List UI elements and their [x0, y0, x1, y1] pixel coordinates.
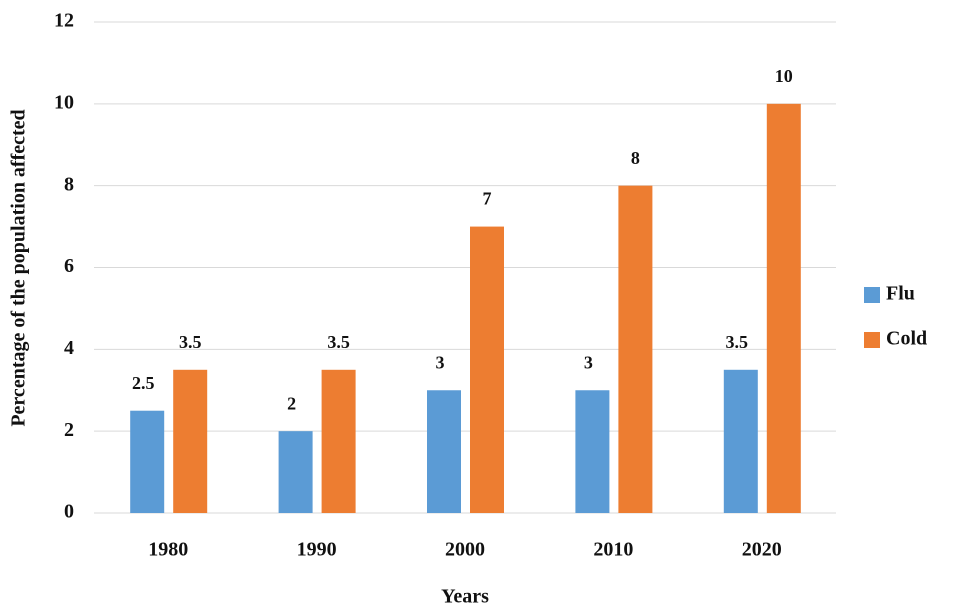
legend-swatch: [864, 332, 880, 348]
y-axis-label: Percentage of the population affected: [8, 109, 30, 426]
x-axis-label: Years: [441, 586, 489, 608]
y-tick-label: 0: [64, 501, 74, 523]
y-tick-label: 10: [54, 91, 74, 113]
data-label: 3: [584, 352, 593, 372]
data-label: 2.5: [132, 373, 155, 393]
x-tick-label: 1990: [297, 539, 337, 561]
x-tick-label: 2010: [593, 539, 633, 561]
x-tick-label: 2020: [742, 539, 782, 561]
data-label: 2: [287, 393, 296, 413]
data-label: 3.5: [327, 332, 350, 352]
bar: [767, 104, 801, 513]
data-label: 7: [483, 189, 492, 209]
bar: [427, 390, 461, 513]
data-label: 10: [775, 66, 793, 86]
y-tick-label: 6: [64, 255, 74, 277]
bar: [173, 370, 207, 513]
bar: [130, 411, 164, 513]
bar: [470, 227, 504, 513]
data-label: 3.5: [726, 332, 749, 352]
data-label: 3.5: [179, 332, 202, 352]
y-tick-label: 12: [54, 10, 74, 32]
x-tick-label: 2000: [445, 539, 485, 561]
legend-label: Flu: [886, 283, 915, 305]
bar: [279, 431, 313, 513]
data-label: 8: [631, 148, 640, 168]
x-tick-label: 1980: [148, 539, 188, 561]
bar: [618, 186, 652, 513]
data-label: 3: [436, 352, 445, 372]
y-tick-label: 4: [64, 337, 74, 359]
bar: [575, 390, 609, 513]
y-tick-label: 2: [64, 419, 74, 441]
chart: Years Percentage of the population affec…: [0, 0, 960, 610]
y-tick-label: 8: [64, 173, 74, 195]
bar: [724, 370, 758, 513]
legend-swatch: [864, 287, 880, 303]
bar: [322, 370, 356, 513]
legend-label: Cold: [886, 328, 927, 350]
